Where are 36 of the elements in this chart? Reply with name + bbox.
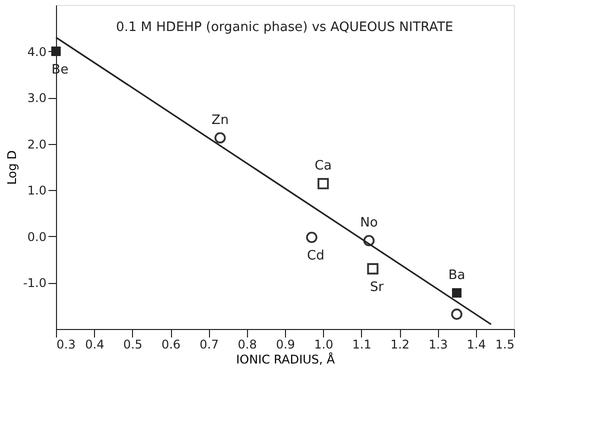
y-tick-label: -1.0 [23, 276, 46, 290]
y-axis-title: Log D [5, 150, 20, 185]
x-tick-label: 0.8 [238, 338, 257, 352]
x-tick-label: 0.9 [276, 338, 296, 352]
y-tick-label: 1.0 [27, 184, 46, 198]
x-tick-label: 1.1 [352, 338, 372, 352]
annotation: No [360, 216, 378, 231]
x-axis-title: IONIC RADIUS, Å [236, 352, 336, 366]
x-tick-label: 1.4 [466, 338, 486, 352]
point [318, 178, 329, 190]
x-tick-label: 0.4 [85, 338, 104, 352]
x-tick-label: 0.7 [200, 338, 219, 352]
point [451, 308, 462, 320]
x-tick-label: 0.5 [123, 338, 142, 352]
annotation: Cd [307, 248, 324, 264]
y-tick-label: 0.0 [27, 230, 46, 244]
point [214, 132, 226, 144]
y-tick-label: 2.0 [27, 137, 46, 152]
annotation: Ba [448, 268, 466, 283]
x-tick-label: 1.3 [428, 338, 448, 352]
annotation: Sr [370, 280, 384, 295]
point [306, 232, 318, 243]
point [51, 46, 61, 56]
point [452, 288, 462, 298]
x-tick-label: 1.2 [390, 338, 410, 352]
x-tick-label: 0.6 [161, 338, 181, 352]
x-tick-label: 1.0 [314, 338, 334, 352]
y-tick-label: 4.0 [27, 44, 46, 59]
point [367, 263, 378, 274]
annotation: Zn [212, 112, 229, 128]
x-tick-label: 0.3 [56, 338, 76, 352]
y-tick-label: 3.0 [27, 91, 46, 106]
annotation: Ca [314, 158, 332, 174]
x-tick-label: 1.5 [495, 338, 514, 352]
text: 0.1 M HDEHP (organic phase) vs AQUEOUS NITRATE [116, 20, 454, 35]
point [363, 234, 375, 246]
